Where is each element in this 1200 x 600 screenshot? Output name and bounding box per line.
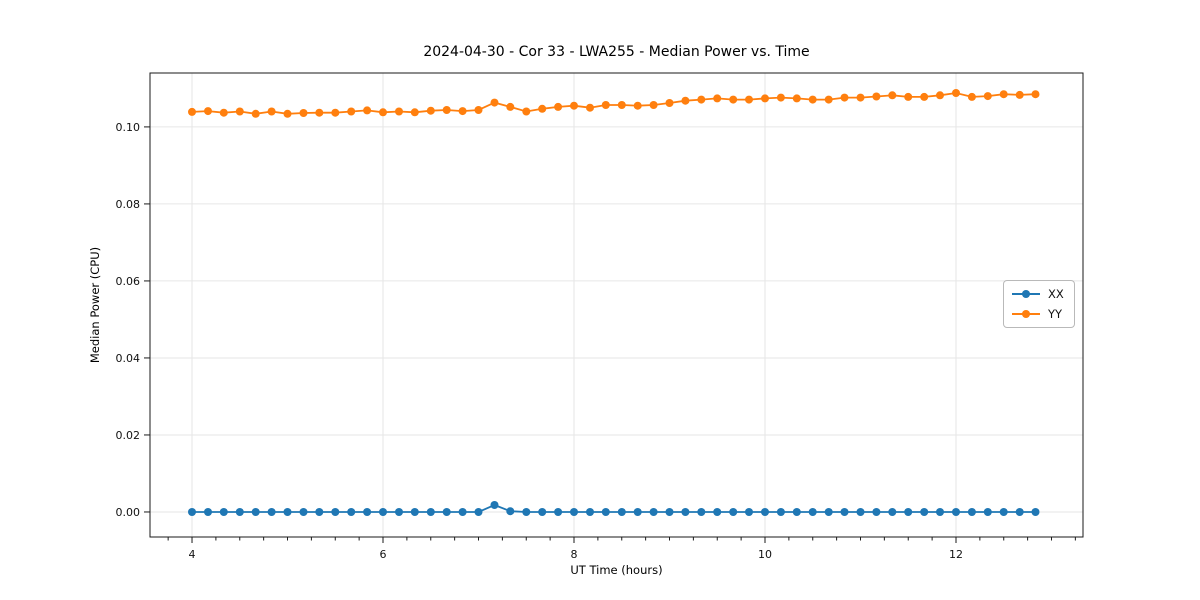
svg-text:8: 8 bbox=[571, 548, 578, 561]
chart-title: 2024-04-30 - Cor 33 - LWA255 - Median Po… bbox=[423, 44, 810, 60]
legend-label-yy: YY bbox=[1048, 307, 1063, 321]
legend-label-xx: XX bbox=[1048, 287, 1064, 301]
svg-text:0.02: 0.02 bbox=[116, 429, 141, 442]
svg-text:0.06: 0.06 bbox=[116, 275, 141, 288]
svg-text:12: 12 bbox=[949, 548, 963, 561]
legend-item-yy: YY bbox=[1012, 306, 1064, 322]
legend-dot-xx bbox=[1022, 290, 1030, 298]
svg-text:0.04: 0.04 bbox=[116, 352, 141, 365]
legend: XX YY bbox=[1003, 280, 1075, 328]
svg-text:0.08: 0.08 bbox=[116, 198, 141, 211]
legend-line-marker-xx bbox=[1012, 290, 1040, 298]
x-axis-label: UT Time (hours) bbox=[570, 563, 663, 577]
legend-item-xx: XX bbox=[1012, 286, 1064, 302]
y-axis-label: Median Power (CPU) bbox=[88, 246, 102, 364]
legend-dot-yy bbox=[1022, 310, 1030, 318]
svg-text:4: 4 bbox=[189, 548, 196, 561]
svg-text:6: 6 bbox=[380, 548, 387, 561]
svg-text:0.00: 0.00 bbox=[116, 506, 141, 519]
svg-text:0.10: 0.10 bbox=[116, 121, 141, 134]
legend-line-marker-yy bbox=[1012, 310, 1040, 318]
svg-text:10: 10 bbox=[758, 548, 772, 561]
